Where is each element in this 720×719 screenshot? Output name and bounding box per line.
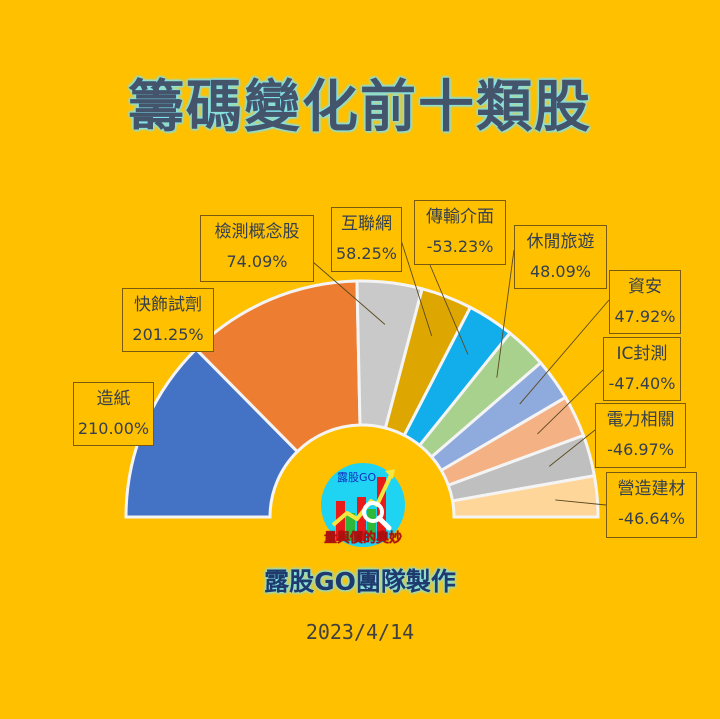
label-name: IC封測	[616, 344, 668, 364]
label-ic-packaging: IC封測 -47.40%	[603, 337, 681, 401]
label-internet: 互聯網 58.25%	[331, 207, 402, 272]
leader-line	[400, 239, 433, 337]
label-name: 快飾試劑	[134, 295, 202, 315]
leader-line	[555, 499, 607, 506]
label-name: 營造建材	[617, 479, 686, 499]
date-label: 2023/4/14	[305, 620, 415, 644]
stock-chart-magnifier-icon: 露股GO	[321, 463, 405, 547]
label-leisure-travel: 休閒旅遊 48.09%	[514, 225, 607, 289]
label-value: 48.09%	[529, 262, 591, 281]
label-value: 47.92%	[614, 307, 676, 326]
label-paper: 造紙 210.00%	[73, 382, 154, 446]
leader-line	[537, 369, 604, 435]
label-name: 造紙	[96, 389, 131, 409]
logo-caption: 量與價的奧妙	[323, 531, 402, 546]
label-rapid-test: 快飾試劑 201.25%	[122, 288, 214, 352]
label-name: 休閒旅遊	[526, 232, 595, 252]
slice-0	[124, 347, 300, 519]
leader-line	[496, 249, 515, 378]
label-construction: 營造建材 -46.64%	[606, 472, 697, 538]
label-value: 201.25%	[132, 325, 204, 344]
leader-line	[429, 264, 469, 355]
label-name: 電力相關	[606, 410, 675, 430]
label-value: -46.97%	[607, 440, 674, 459]
leader-line	[519, 299, 610, 405]
leader-lines	[312, 239, 610, 506]
leader-line	[312, 261, 386, 325]
label-name: 檢測概念股	[214, 222, 300, 242]
logo-brand: 露股GO	[337, 471, 377, 484]
label-infosec: 資安 47.92%	[609, 270, 681, 334]
page-title: 籌碼變化前十類股	[128, 74, 592, 140]
leader-line	[548, 429, 596, 467]
label-interface: 傳輸介面 -53.23%	[414, 200, 506, 265]
label-value: -47.40%	[608, 374, 676, 393]
slice-1	[193, 279, 362, 454]
label-name: 傳輸介面	[426, 207, 494, 227]
label-value: 74.09%	[226, 252, 288, 271]
label-value: 58.25%	[335, 244, 397, 263]
label-value: -53.23%	[426, 237, 494, 256]
team-credit: 露股GO團隊製作	[264, 567, 456, 596]
label-name: 資安	[628, 277, 662, 297]
label-name: 互聯網	[341, 214, 392, 234]
label-value: -46.64%	[618, 509, 685, 528]
label-value: 210.00%	[77, 419, 150, 438]
label-testing-concept: 檢測概念股 74.09%	[200, 215, 314, 282]
label-power: 電力相關 -46.97%	[595, 403, 686, 468]
slice-9	[450, 474, 600, 519]
